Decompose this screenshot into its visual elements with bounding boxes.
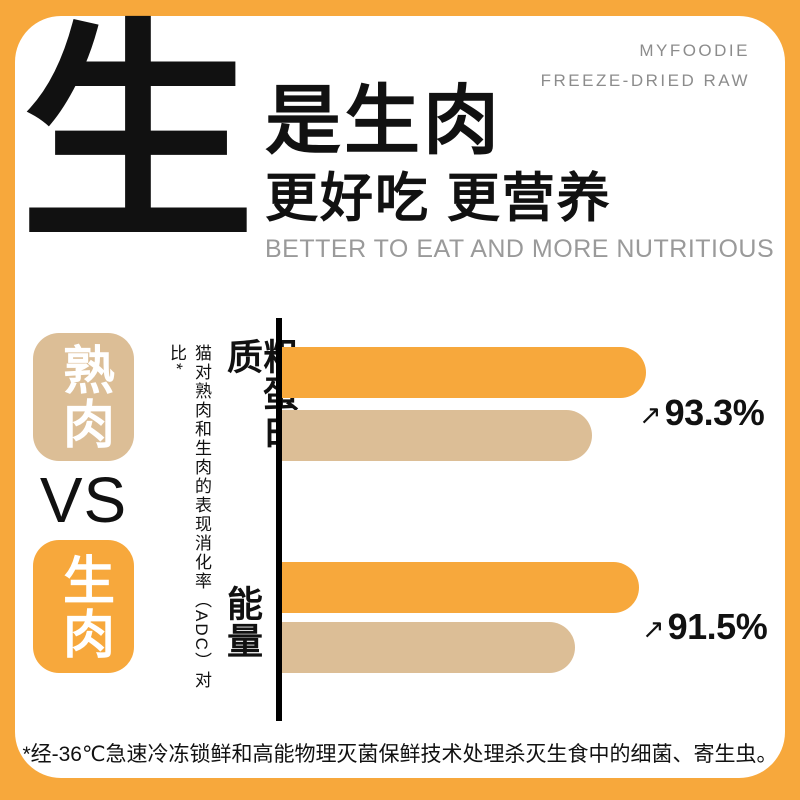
vs-label: VS [39,464,128,536]
raw-meat-badge: 生肉 [33,540,134,673]
category-label-energy: 能量 [222,585,263,659]
hero-big-character: 生 [20,4,255,267]
bar-cooked-crude-protein [282,410,592,461]
page-title: 是生肉 [265,79,502,164]
brand-line-2: FREEZE-DRIED RAW [540,70,750,90]
title-block: 是生肉 更好吃 更营养 BETTER TO EAT AND MORE NUTRI… [265,84,774,262]
footnote: *经-36℃急速冷冻锁鲜和高能物理灭菌保鲜技术处理杀灭生食中的细菌、寄生虫。 [22,743,778,766]
brand-line-1: MYFOODIE [639,41,750,60]
bar-cooked-energy [282,622,575,673]
increase-arrow-icon: ↗ [639,400,662,430]
page-subtitle-en: BETTER TO EAT AND MORE NUTRITIOUS [265,235,775,263]
chart-axis-caption: 猫对熟肉和生肉的表现消化率（ADC）对比* [167,344,211,690]
chart-axis-line [276,318,282,721]
increase-arrow-icon: ↗ [642,614,665,644]
bar-raw-energy [282,562,639,613]
value-crude-protein: 93.3% [664,392,765,433]
value-energy: 91.5% [667,606,768,647]
page-subtitle: 更好吃 更营养 [265,169,612,228]
bar-raw-crude-protein [282,347,646,398]
cooked-meat-label: 熟肉 [54,343,113,451]
cooked-meat-badge: 熟肉 [33,333,134,461]
value-label-energy: ↗ 91.5% [642,606,768,648]
raw-meat-label: 生肉 [54,552,113,661]
brand: MYFOODIE FREEZE-DRIED RAW [541,36,750,96]
value-label-crude-protein: ↗ 93.3% [639,392,765,434]
